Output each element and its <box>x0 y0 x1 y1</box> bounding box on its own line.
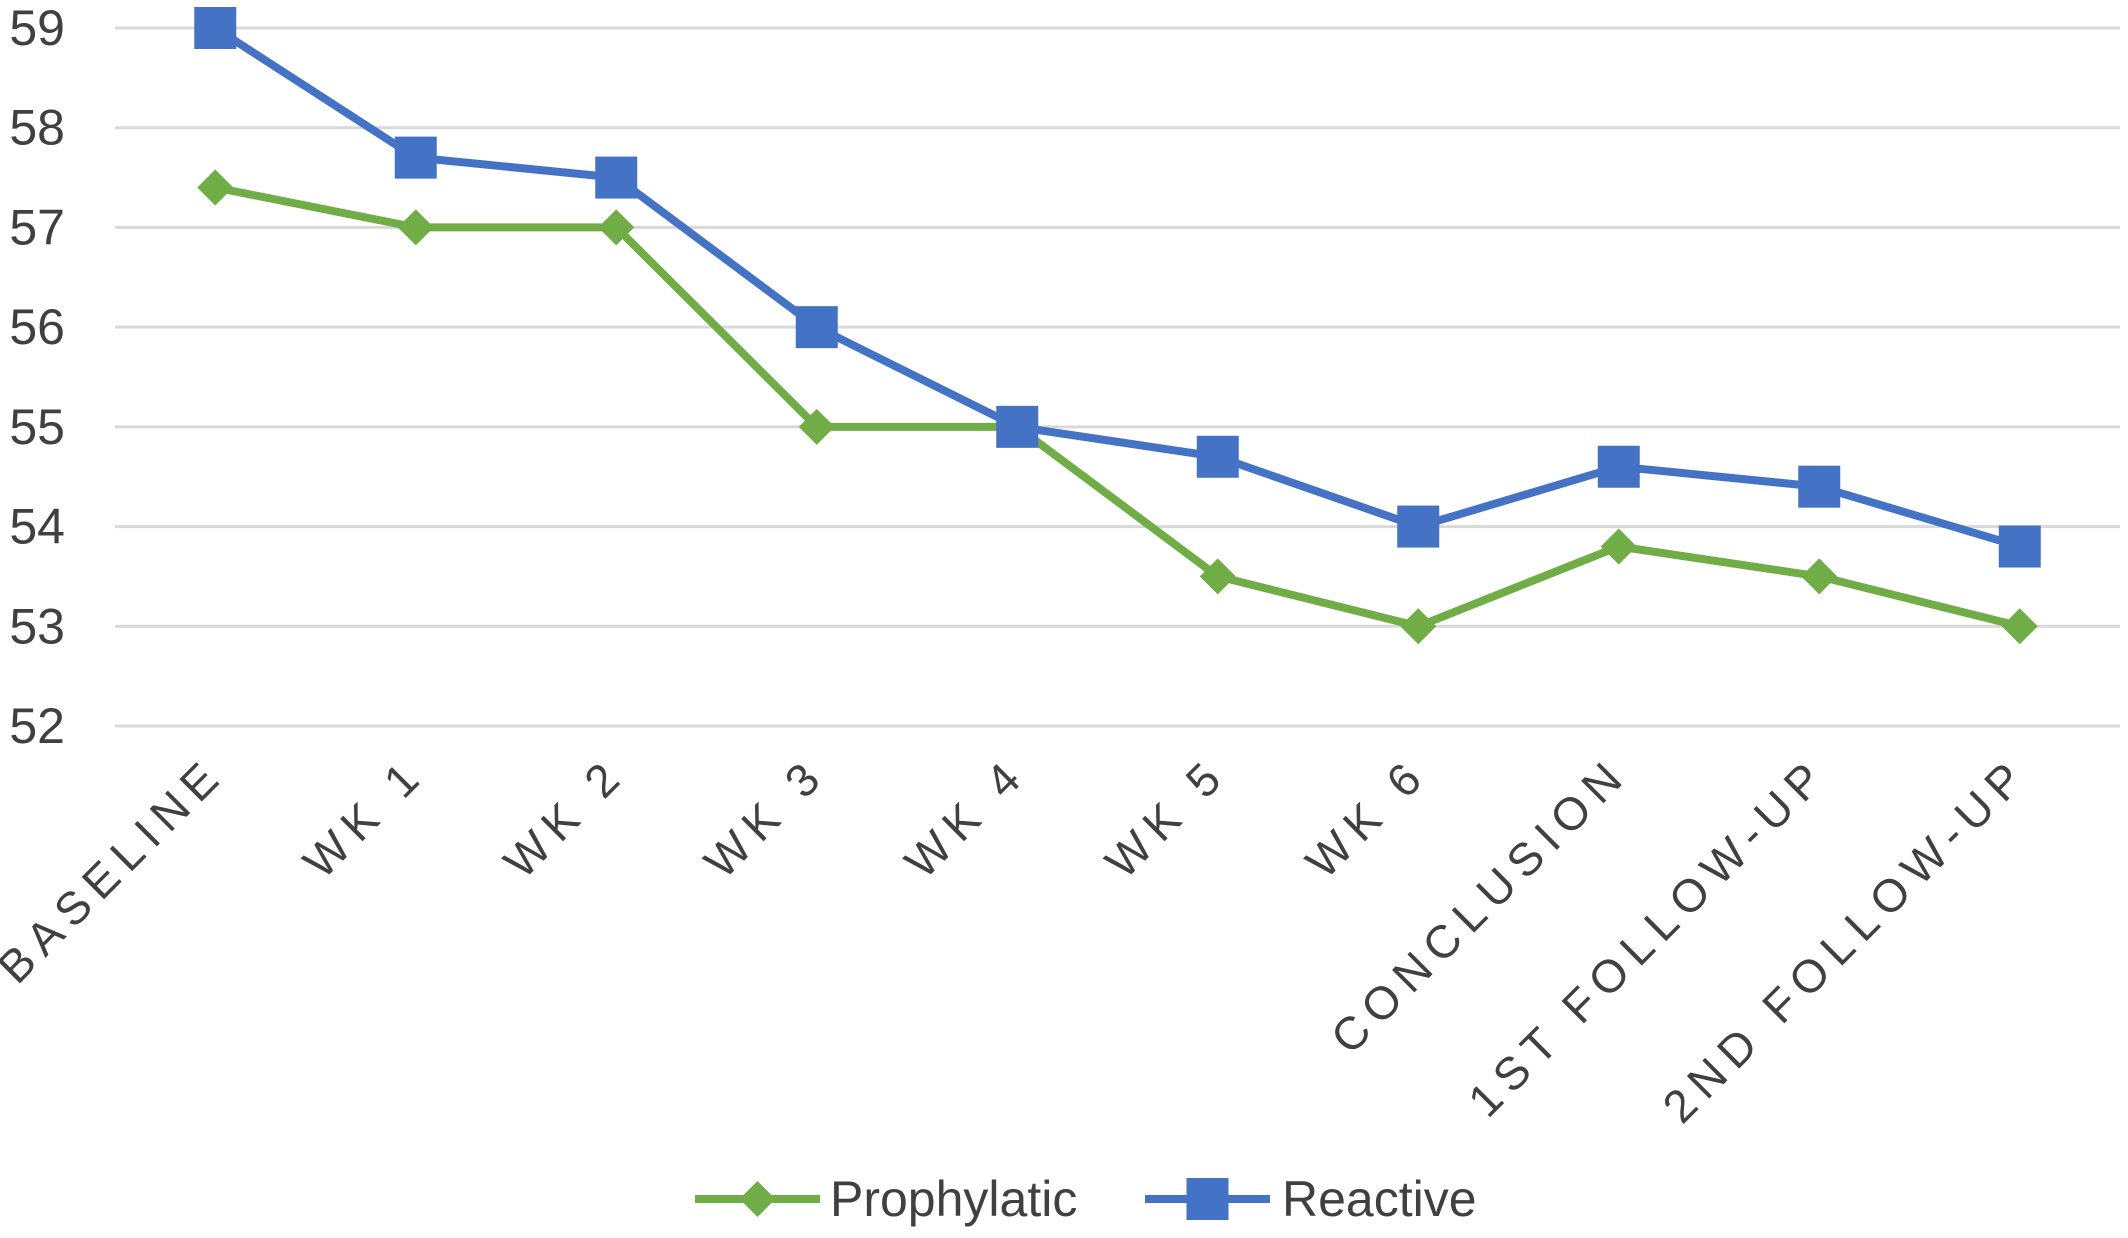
x-category-label: WK 3 <box>694 746 836 888</box>
data-point-square <box>1597 445 1640 488</box>
data-point-square <box>1186 1178 1229 1220</box>
data-point-diamond <box>197 169 234 206</box>
y-axis-tick-labels: 52 53 54 55 56 57 58 59 <box>9 0 65 754</box>
y-tick-label: 54 <box>9 499 65 555</box>
series-prophylatic <box>197 169 2038 645</box>
data-point-square <box>1196 435 1239 478</box>
series-lines <box>194 7 2041 645</box>
legend-item-reactive: Reactive <box>1145 1171 1477 1227</box>
data-point-diamond <box>798 408 835 445</box>
legend: Prophylatic Reactive <box>695 1171 1477 1227</box>
data-point-diamond <box>1400 608 1437 645</box>
legend-item-prophylatic: Prophylatic <box>695 1171 1077 1227</box>
series-line <box>214 183 2021 631</box>
legend-label: Reactive <box>1282 1171 1477 1227</box>
x-category-label: 1ST FOLLOW-UP <box>1458 746 1838 1126</box>
x-category-label: WK 2 <box>494 746 636 888</box>
x-category-label: WK 4 <box>895 746 1037 888</box>
data-point-diamond <box>1801 558 1838 595</box>
series-line <box>213 24 2021 551</box>
x-category-label: WK 5 <box>1095 746 1237 888</box>
series-reactive <box>194 7 2041 568</box>
data-point-square <box>795 306 838 349</box>
data-point-square <box>595 156 638 199</box>
data-point-square <box>1397 505 1440 548</box>
data-point-square <box>1798 465 1841 508</box>
data-point-square <box>1998 525 2041 568</box>
data-point-diamond <box>1600 528 1637 565</box>
data-point-square <box>394 136 437 179</box>
y-tick-label: 57 <box>9 199 65 255</box>
y-tick-label: 56 <box>9 299 65 355</box>
gridlines <box>115 26 2120 728</box>
y-tick-label: 55 <box>9 399 65 455</box>
y-tick-label: 53 <box>9 598 65 654</box>
x-axis-category-labels: BASELINE WK 1 WK 2 WK 3 WK 4 WK 5 WK 6CONCLUSI… <box>0 746 2039 1132</box>
data-point-diamond <box>2001 608 2038 645</box>
y-tick-label: 58 <box>9 100 65 156</box>
x-category-label: BASELINE <box>0 746 234 993</box>
x-category-label: WK 6 <box>1296 746 1438 888</box>
data-point-diamond <box>397 209 434 246</box>
data-point-square <box>194 7 237 49</box>
x-category-label: 2ND FOLLOW-UP <box>1652 746 2038 1132</box>
y-tick-label: 59 <box>9 0 65 56</box>
data-point-square <box>996 405 1039 448</box>
data-point-diamond <box>739 1181 776 1217</box>
x-category-label: WK 1 <box>293 746 435 888</box>
legend-label: Prophylatic <box>830 1171 1077 1227</box>
y-tick-label: 52 <box>9 698 65 754</box>
data-point-diamond <box>598 209 635 246</box>
data-point-diamond <box>1199 558 1236 595</box>
